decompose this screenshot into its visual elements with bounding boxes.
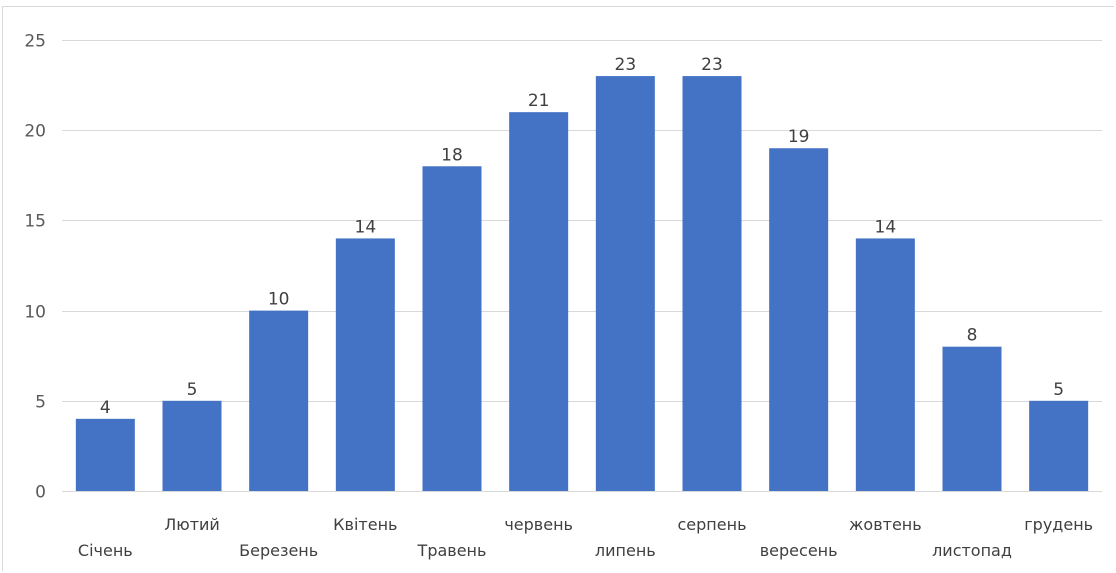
bar	[769, 148, 829, 492]
chart-frame	[2, 6, 1114, 571]
y-tick-label: 25	[24, 32, 46, 52]
x-tick-label: грудень	[1024, 515, 1093, 534]
x-tick-label: Лютий	[164, 515, 220, 534]
bars	[75, 76, 1089, 492]
x-tick-label: Квітень	[333, 515, 397, 534]
x-tick-label: червень	[504, 515, 573, 534]
data-label: 23	[701, 55, 723, 75]
bar	[75, 418, 135, 491]
x-tick-label: Березень	[239, 541, 318, 560]
data-label: 10	[268, 290, 290, 310]
data-label: 14	[875, 217, 897, 237]
data-label: 21	[528, 91, 550, 111]
bar	[422, 166, 482, 491]
gridlines	[62, 40, 1102, 402]
data-label: 18	[441, 145, 463, 165]
x-tick-label: липень	[595, 541, 656, 560]
x-tick-label: жовтень	[849, 515, 922, 534]
x-tick-label: Січень	[78, 541, 133, 560]
bar	[595, 76, 655, 491]
y-tick-label: 5	[35, 393, 46, 413]
bar	[249, 310, 309, 491]
data-label: 4	[100, 398, 111, 418]
data-label: 5	[187, 380, 198, 400]
y-axis-ticks: 0 5 10 15 20 25	[24, 32, 46, 503]
x-tick-label: вересень	[760, 541, 838, 560]
x-tick-label: листопад	[932, 541, 1012, 560]
data-label: 19	[788, 127, 810, 147]
y-tick-label: 20	[24, 122, 46, 142]
data-label: 23	[615, 55, 637, 75]
data-label: 5	[1053, 380, 1064, 400]
x-axis-ticks: Січень Лютий Березень Квітень Травень червень…	[78, 515, 1093, 560]
bar	[942, 346, 1002, 491]
bar	[162, 400, 222, 491]
y-tick-label: 10	[24, 303, 46, 323]
data-label: 8	[967, 326, 978, 346]
y-tick-label: 15	[24, 212, 46, 232]
x-tick-label: Травень	[417, 541, 487, 560]
bar	[682, 76, 742, 491]
data-labels: 4 5 10 14 18 21 23 23 19 14 8 5	[100, 55, 1064, 418]
y-tick-label: 0	[35, 483, 46, 503]
bar	[509, 112, 569, 491]
bar	[1029, 400, 1089, 491]
bar	[855, 238, 915, 491]
x-tick-label: серпень	[678, 515, 747, 534]
bar	[335, 238, 395, 491]
data-label: 14	[355, 217, 377, 237]
